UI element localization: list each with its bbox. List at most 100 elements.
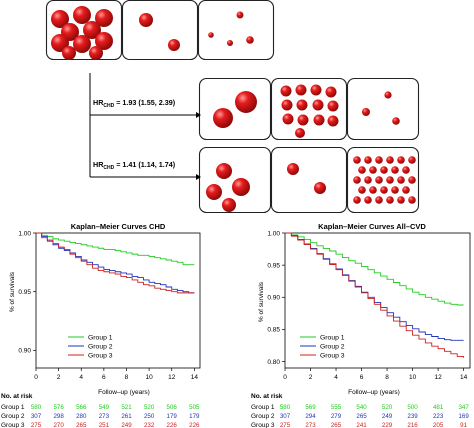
particle-sphere	[397, 196, 405, 204]
x-tick-label: 14	[460, 374, 468, 381]
particle-sphere	[408, 176, 416, 184]
particle-box	[346, 77, 420, 141]
hr-top-label: HRCHD = 1.93 (1.55, 2.39)	[93, 98, 176, 109]
risk-value: 265	[356, 413, 367, 420]
particle-sphere	[297, 114, 309, 126]
risk-value: 265	[76, 422, 87, 428]
legend: Group 1 Group 2 Group 3	[68, 334, 113, 359]
x-tick-label: 12	[168, 374, 176, 381]
particle-sphere	[232, 178, 250, 196]
x-tick-label: 6	[102, 374, 106, 381]
x-tick-label: 2	[57, 374, 61, 381]
y-tick-label: 1.00	[18, 230, 31, 237]
legend-label: Group 1	[320, 334, 345, 341]
particle-sphere	[213, 108, 233, 128]
particle-box	[270, 146, 348, 214]
particle-sphere	[358, 166, 366, 174]
x-tick-label: 8	[385, 374, 389, 381]
particle-sphere	[375, 176, 383, 184]
particle-sphere	[386, 196, 394, 204]
x-tick-label: 10	[145, 374, 153, 381]
risk-value: 505	[189, 404, 200, 411]
risk-value: 521	[121, 404, 132, 411]
particle-sphere	[325, 86, 337, 98]
risk-value: 566	[76, 404, 87, 411]
y-tick-label: 1.00	[267, 230, 280, 237]
particle-box	[198, 146, 272, 214]
x-tick-label: 6	[360, 374, 364, 381]
x-tick-label: 12	[434, 374, 442, 381]
particle-sphere	[295, 84, 307, 96]
x-tick-label: 4	[79, 374, 83, 381]
legend-label: Group 2	[88, 343, 113, 350]
risk-table-title: No. at risk	[1, 393, 33, 400]
chart-title: Kaplan–Meier Curves All–CVD	[318, 222, 426, 231]
particle-sphere	[353, 156, 361, 164]
risk-value: 275	[31, 422, 42, 428]
particle-sphere	[380, 186, 388, 194]
particle-sphere	[280, 85, 292, 97]
risk-value: 249	[121, 422, 132, 428]
risk-value: 520	[144, 404, 155, 411]
risk-value: 270	[53, 422, 64, 428]
risk-value: 169	[458, 413, 469, 420]
particle-sphere	[408, 156, 416, 164]
risk-value: 261	[121, 413, 132, 420]
legend-label: Group 3	[320, 352, 345, 359]
particle-sphere	[73, 35, 91, 53]
particle-box	[198, 77, 272, 141]
particle-sphere	[296, 99, 308, 111]
risk-value: 250	[144, 413, 155, 420]
risk-value: 251	[99, 422, 110, 428]
box-frame	[270, 146, 348, 214]
particle-sphere	[327, 115, 339, 127]
risk-value: 520	[382, 404, 393, 411]
particle-sphere	[375, 196, 383, 204]
particle-sphere	[362, 108, 370, 116]
risk-value: 569	[305, 404, 316, 411]
particle-sphere	[391, 186, 399, 194]
risk-value: 249	[382, 413, 393, 420]
risk-table: No. at risk Group 1 580 569 555 540 520 500 481 3…	[251, 393, 469, 428]
particle-sphere	[386, 176, 394, 184]
x-tick-label: 0	[34, 374, 38, 381]
risk-value: 347	[458, 404, 469, 411]
particle-sphere	[392, 117, 400, 125]
risk-value: 279	[331, 413, 342, 420]
plot-frame	[35, 232, 201, 369]
bracket-lines	[89, 73, 196, 178]
risk-row-label: Group 3	[1, 422, 25, 428]
particle-sphere	[397, 176, 405, 184]
y-tick-label: 0.90	[18, 348, 31, 355]
particle-sphere	[281, 99, 293, 111]
particle-sphere	[369, 186, 377, 194]
particle-sphere	[282, 113, 294, 125]
risk-value: 500	[407, 404, 418, 411]
particle-sphere	[375, 156, 383, 164]
particle-box	[197, 0, 275, 61]
risk-value: 223	[433, 413, 444, 420]
series-line	[36, 232, 195, 294]
risk-value: 91	[460, 422, 467, 428]
risk-row-label: Group 1	[1, 404, 25, 411]
arrow-top	[196, 112, 201, 118]
risk-value: 265	[331, 422, 342, 428]
particle-sphere	[73, 6, 91, 24]
particle-sphere	[397, 156, 405, 164]
particle-sphere	[227, 40, 233, 46]
legend-label: Group 1	[88, 334, 113, 341]
particle-sphere	[314, 182, 326, 194]
risk-row-label: Group 2	[1, 413, 25, 420]
particle-sphere	[364, 156, 372, 164]
y-tick-label: 0.80	[267, 359, 280, 366]
risk-value: 481	[433, 404, 444, 411]
particle-sphere	[95, 9, 113, 27]
risk-value: 232	[144, 422, 155, 428]
plot-frame	[284, 232, 471, 369]
series-line	[36, 232, 195, 266]
x-tick-label: 8	[125, 374, 129, 381]
particle-sphere	[83, 21, 101, 39]
box-frame	[346, 77, 420, 141]
hr-bottom-label: HRCHD = 1.41 (1.14, 1.74)	[93, 160, 176, 171]
particle-sphere	[364, 196, 372, 204]
